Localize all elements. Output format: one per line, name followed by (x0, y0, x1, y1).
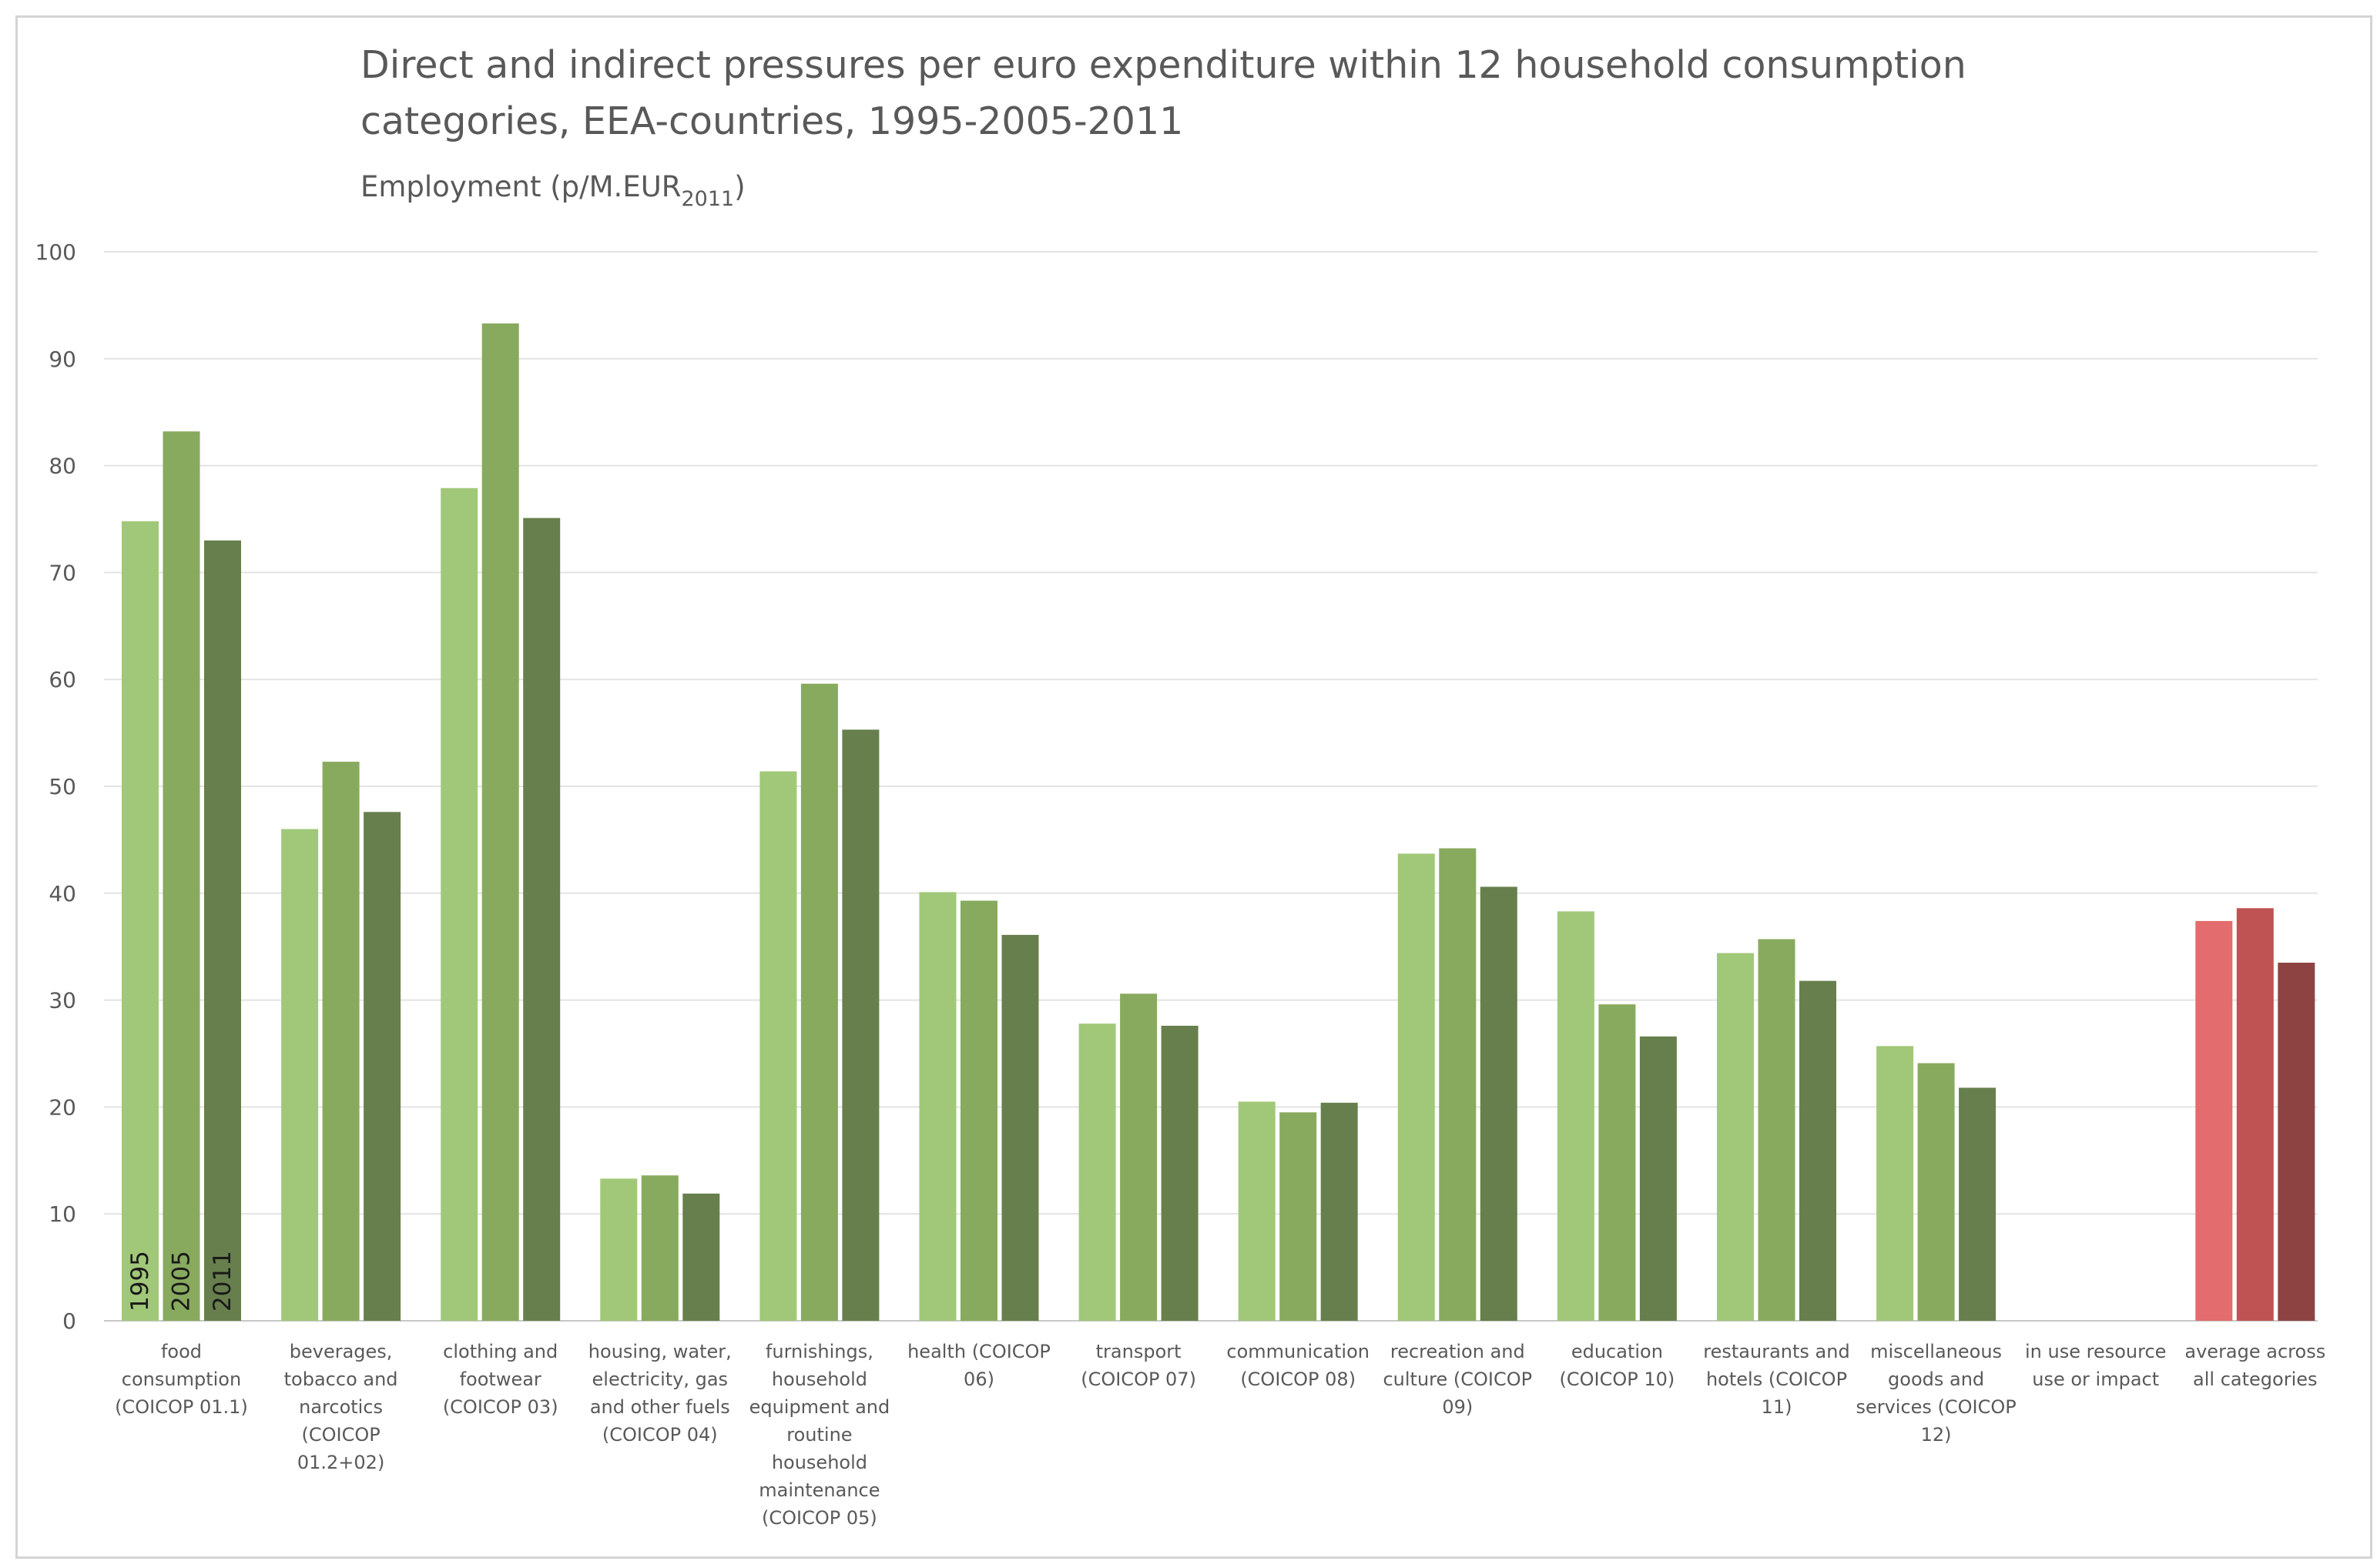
y-tick-label: 70 (49, 560, 76, 585)
bar (919, 892, 957, 1321)
chart-title-line-1: Direct and indirect pressures per euro e… (360, 43, 1966, 87)
bar (1279, 1112, 1317, 1321)
x-axis-labels: food consumption (COICOP 01.1) beverages, to… (115, 1341, 2325, 1529)
y-tick-label: 80 (49, 454, 76, 479)
x-axis-label: food consumption (COICOP 01.1) (115, 1341, 248, 1418)
x-axis-label: restaurants and hotels (COICOP 11) (1703, 1341, 1849, 1418)
bar (2195, 920, 2233, 1321)
bar (641, 1175, 679, 1321)
y-tick-label: 90 (49, 347, 76, 372)
bar (1917, 1063, 1955, 1321)
bar (1717, 953, 1754, 1321)
x-axis-label: communication (COICOP 08) (1226, 1341, 1370, 1390)
bar (1001, 934, 1039, 1321)
bar (204, 540, 241, 1321)
bar (364, 812, 401, 1321)
bar (1959, 1087, 1996, 1321)
x-axis-label: housing, water, electricity, gas and other… (588, 1341, 732, 1446)
bar (1758, 939, 1795, 1321)
chart-frame: Direct and indirect pressures per euro e… (15, 15, 2372, 1559)
bar (842, 729, 880, 1321)
bar (1320, 1102, 1358, 1321)
bar (1480, 886, 1517, 1321)
bar (1161, 1025, 1199, 1321)
bar (1078, 1024, 1116, 1321)
chart: Direct and indirect pressures per euro e… (35, 43, 2326, 1529)
series-label: 2011 (209, 1251, 236, 1312)
x-axis-label: average across all categories (2184, 1341, 2325, 1390)
chart-subtitle: Employment (p/M.EUR2011) (360, 170, 746, 211)
bars (122, 323, 2315, 1322)
x-axis-label: clothing and footwear (COICOP 03) (443, 1341, 558, 1418)
x-axis-label: furnishings, household equipment and routin… (749, 1341, 890, 1529)
bar (1799, 980, 1836, 1321)
bar (1598, 1004, 1636, 1321)
x-axis-label: transport (COICOP 07) (1081, 1341, 1196, 1390)
bar (682, 1193, 720, 1321)
series-labels: 1995 2005 2011 (126, 1251, 236, 1312)
bar (122, 521, 159, 1321)
bar (2236, 908, 2274, 1321)
series-label: 1995 (126, 1251, 154, 1312)
x-axis-label: beverages, tobacco and narcotics (COICOP 01.… (284, 1341, 398, 1473)
bar (2278, 963, 2315, 1321)
y-axis-ticks: 0 10 20 30 40 50 60 70 80 90 100 (35, 240, 76, 1334)
y-tick-label: 20 (49, 1094, 76, 1120)
bar (800, 683, 838, 1321)
x-axis-label: recreation and culture (COICOP 09) (1383, 1341, 1532, 1418)
bar (523, 518, 561, 1321)
y-tick-label: 60 (49, 667, 76, 692)
bar (600, 1178, 638, 1321)
y-tick-label: 0 (62, 1308, 76, 1334)
x-axis-label: health (COICOP 06) (907, 1341, 1051, 1390)
y-tick-label: 30 (49, 988, 76, 1014)
y-tick-label: 40 (49, 881, 76, 906)
bar (1238, 1101, 1276, 1321)
bar (163, 431, 200, 1321)
x-axis-label: education (COICOP 10) (1560, 1341, 1675, 1390)
x-axis-label: miscellaneous goods and services (COICOP 12… (1856, 1341, 2016, 1446)
bar (961, 900, 997, 1321)
chart-title: Direct and indirect pressures per euro e… (360, 43, 1966, 143)
bar (1876, 1046, 1914, 1321)
bar (322, 762, 360, 1321)
chart-title-line-2: categories, EEA-countries, 1995-2005-201… (360, 99, 1183, 143)
bar (1639, 1036, 1677, 1321)
x-axis-label: in use resource use or impact (2025, 1341, 2166, 1390)
bar (481, 323, 519, 1322)
series-label: 2005 (168, 1251, 196, 1312)
y-tick-label: 10 (49, 1201, 76, 1227)
y-tick-label: 50 (49, 774, 76, 799)
bar (1397, 853, 1435, 1321)
bar (441, 487, 478, 1321)
bar (759, 771, 797, 1321)
bar (1120, 993, 1158, 1321)
y-tick-label: 100 (35, 240, 76, 265)
bar (1557, 911, 1594, 1321)
bar (281, 829, 319, 1321)
bar (1439, 848, 1477, 1321)
